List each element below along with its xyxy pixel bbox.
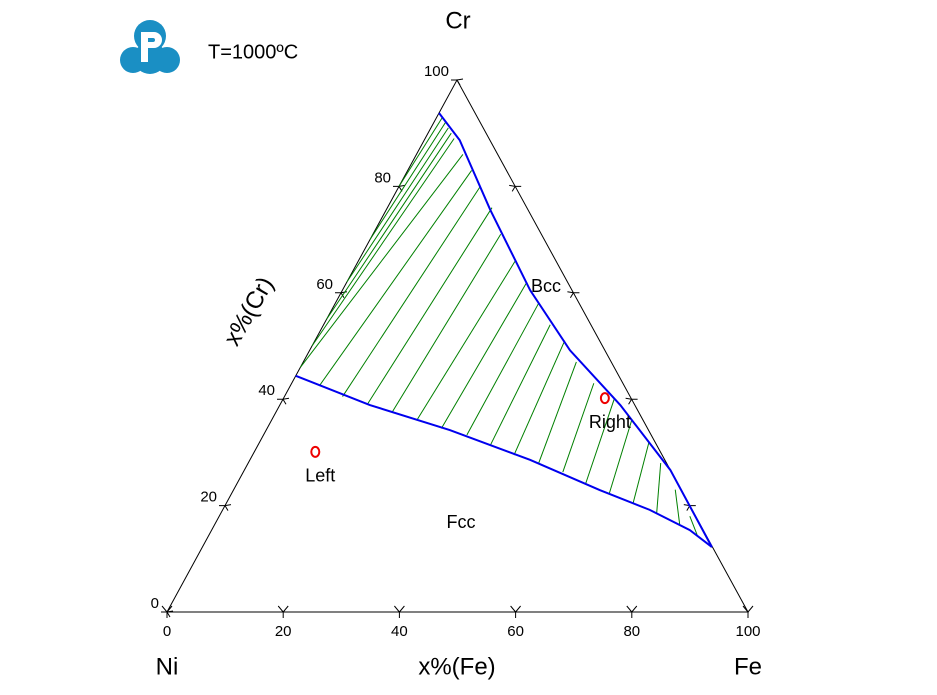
y-tick-label: 20 (200, 489, 217, 506)
vertex-label: Ni (156, 653, 179, 680)
x-tick (626, 605, 638, 618)
tie-line (513, 340, 566, 456)
x-tick (277, 605, 289, 618)
right-tick (567, 291, 580, 299)
tie-line (369, 122, 446, 240)
tie-line (632, 441, 650, 504)
logo (120, 20, 180, 74)
phase-label: Bcc (531, 276, 561, 296)
tie-line (300, 154, 464, 368)
point-label: Right (589, 412, 631, 432)
phase-boundary (438, 112, 713, 548)
right-tick (509, 184, 522, 192)
tie-line (674, 489, 681, 525)
triangle (166, 78, 749, 613)
x-tick-label: 0 (163, 623, 171, 640)
point (599, 392, 610, 405)
tie-line (398, 116, 443, 187)
tie-line (562, 383, 595, 473)
phase-label: Fcc (447, 512, 476, 532)
x-tick-label: 40 (391, 623, 408, 640)
phase-boundary (295, 374, 713, 548)
point (310, 445, 321, 458)
point-label: Left (305, 466, 335, 486)
tie-line (608, 420, 633, 494)
x-tick-label: 60 (507, 623, 524, 640)
tie-line (440, 281, 528, 429)
chart-title: T=1000ºC (208, 41, 298, 63)
x-tick-label: 80 (623, 623, 640, 640)
tie-line (391, 234, 502, 413)
tie-line (538, 361, 577, 464)
tie-line (366, 207, 493, 405)
y-tick-label: 80 (374, 169, 391, 186)
y-tick-label: 40 (258, 382, 275, 399)
vertex-label: Fe (734, 653, 762, 680)
y-tick (219, 504, 232, 511)
x-tick (394, 605, 405, 618)
tie-line (689, 516, 698, 536)
y-tick (277, 397, 290, 405)
x-axis-label: x%(Fe) (418, 653, 495, 680)
y-tick-label: 60 (316, 276, 333, 293)
y-tick-label: 100 (424, 63, 449, 80)
tie-line (342, 186, 481, 397)
y-tick (451, 78, 464, 86)
tie-line (318, 170, 473, 387)
x-tick (161, 605, 173, 618)
x-tick-label: 100 (735, 623, 760, 640)
y-tick-label: 0 (151, 595, 159, 612)
tie-line (656, 462, 662, 514)
y-tick (161, 610, 174, 618)
vertex-label: Cr (445, 7, 470, 34)
tie-line (346, 127, 449, 283)
y-axis-label: x%(Cr) (219, 272, 280, 350)
tie-line (490, 324, 551, 445)
tie-line (466, 303, 539, 436)
tie-line (416, 260, 516, 421)
tie-line (326, 132, 452, 320)
tie-line (585, 399, 615, 484)
x-tick-label: 20 (275, 623, 292, 640)
x-tick (510, 605, 521, 618)
tie-line (311, 138, 455, 347)
x-tick (742, 605, 754, 618)
right-tick (625, 397, 638, 405)
